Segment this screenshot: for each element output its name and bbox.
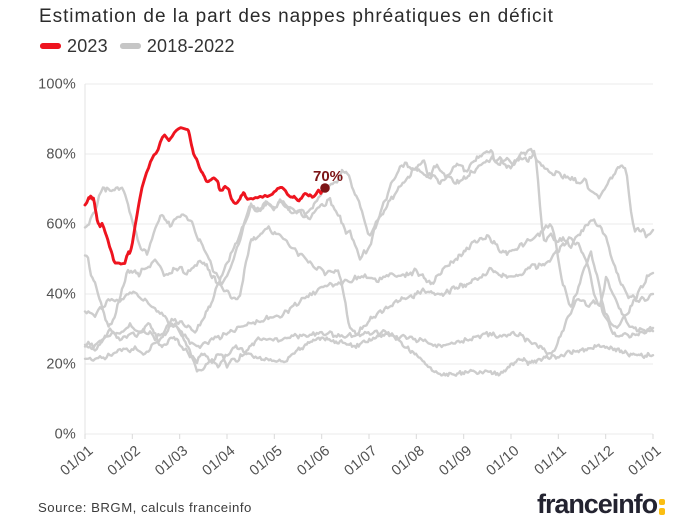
svg-text:60%: 60%	[46, 217, 76, 233]
svg-text:20%: 20%	[46, 357, 76, 373]
svg-text:70%: 70%	[313, 168, 343, 185]
svg-text:80%: 80%	[46, 147, 76, 163]
svg-text:0%: 0%	[55, 427, 76, 443]
svg-text:40%: 40%	[46, 287, 76, 303]
svg-text:100%: 100%	[38, 77, 76, 93]
